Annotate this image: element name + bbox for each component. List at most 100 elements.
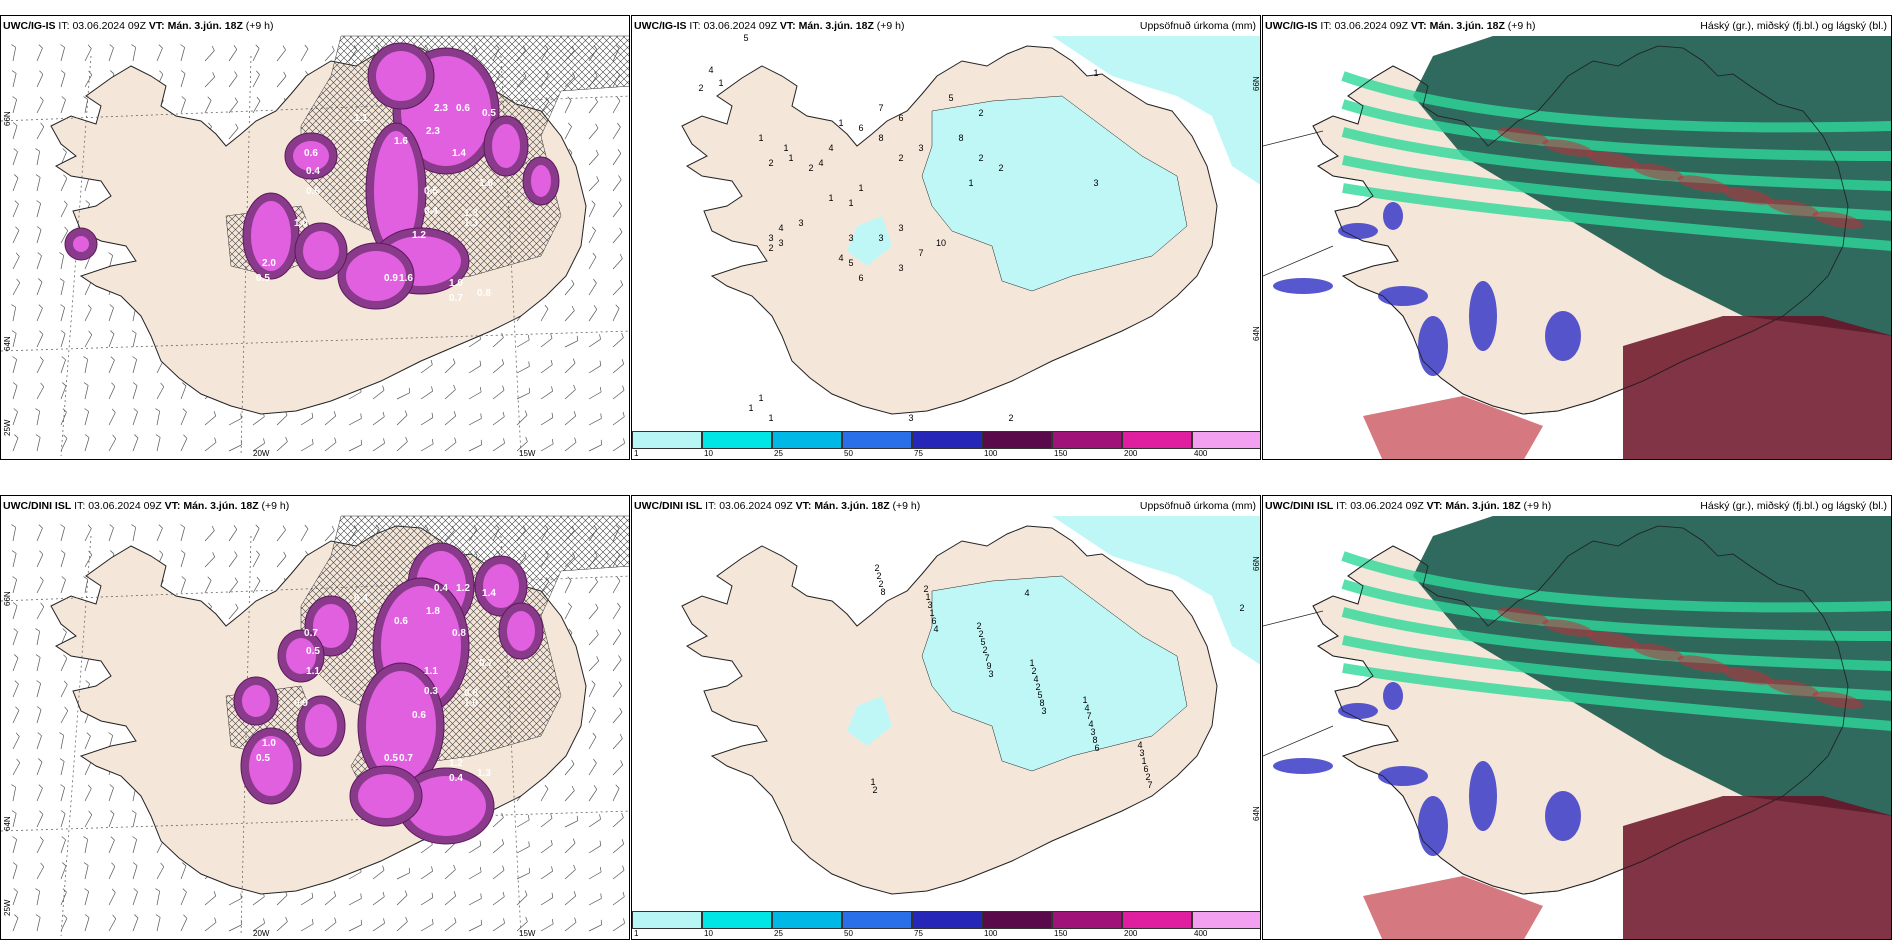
- snow-area-heavy: [376, 51, 426, 101]
- mid-cloud-band: [1341, 127, 1891, 191]
- precip-value-label: 4: [778, 223, 783, 233]
- wind-barb: [588, 204, 596, 218]
- lat-label-66n: 66N: [1252, 556, 1261, 571]
- wind-barb-flag: [39, 550, 44, 555]
- wind-barb-flag: [11, 524, 16, 528]
- wind-barb-flag: [616, 576, 621, 582]
- wind-barb-flag: [623, 918, 625, 924]
- legend-swatch: [842, 911, 912, 929]
- wind-barb-flag: [35, 914, 41, 918]
- wind-barb: [108, 866, 116, 880]
- wind-barb: [612, 712, 623, 724]
- wind-barb: [300, 897, 314, 906]
- legend-tick: 1: [634, 449, 639, 458]
- wind-barb-flag: [282, 525, 286, 531]
- precip-value-label: 6: [931, 616, 936, 626]
- wind-barb-flag: [551, 892, 554, 898]
- snow-value-label: 1.3: [464, 208, 478, 219]
- wind-barb-flag: [158, 44, 163, 49]
- wind-barb: [84, 359, 89, 374]
- snow-area-heavy: [251, 201, 291, 271]
- legend-tick: 75: [914, 449, 923, 458]
- wind-barb-flag: [39, 576, 44, 581]
- wind-barb: [324, 415, 336, 426]
- dark-red-area: [1623, 316, 1891, 459]
- wind-barb-flag: [263, 438, 265, 444]
- wind-barb: [564, 820, 578, 828]
- wind-barb: [12, 631, 18, 646]
- wind-barb: [60, 579, 66, 594]
- snow-value-label: 2.3: [434, 103, 448, 114]
- wind-barb: [516, 415, 528, 426]
- panel-bottom-middle-precip-map: UWC/DINI ISL IT: 03.06.2024 09Z VT: Mán.…: [631, 495, 1261, 940]
- wind-barb-flag: [596, 176, 600, 182]
- wind-barb-flag: [112, 434, 117, 439]
- wind-barb: [132, 839, 137, 854]
- wind-barb: [12, 203, 19, 218]
- wind-barb-flag: [61, 576, 66, 581]
- wind-barb-flag: [37, 252, 42, 257]
- wind-barb: [36, 891, 41, 906]
- wind-barb: [12, 710, 20, 724]
- wind-barb-flag: [235, 603, 239, 609]
- legend-tick: 400: [1194, 449, 1208, 458]
- wind-barb: [612, 126, 621, 140]
- wind-barb-flag: [524, 410, 528, 416]
- wind-barb-flag: [132, 356, 137, 360]
- wind-barb: [84, 177, 90, 192]
- low-cloud-streak: [1497, 607, 1549, 625]
- wind-barb-flag: [592, 706, 596, 711]
- dark-red-area: [1623, 796, 1891, 939]
- precip-value-label: 2: [808, 163, 813, 173]
- wind-barb-flag: [592, 732, 597, 738]
- wind-barb: [180, 553, 186, 568]
- wind-barb: [372, 922, 385, 932]
- wind-barb: [612, 633, 622, 646]
- wind-barb: [12, 839, 17, 854]
- low-cloud-patch: [1383, 682, 1403, 710]
- wind-barb: [60, 385, 67, 400]
- wind-barb: [276, 441, 288, 452]
- precip-value-label: 7: [1147, 780, 1152, 790]
- wind-barb: [444, 869, 456, 880]
- wind-barb: [300, 528, 309, 542]
- wind-barb-flag: [35, 174, 41, 178]
- wind-barb: [36, 709, 42, 724]
- wind-barb-flag: [40, 382, 45, 387]
- precip-value-label: 3: [1090, 727, 1095, 737]
- snow-value-label: 0.6: [394, 616, 408, 627]
- precip-value-label: 3: [898, 223, 903, 233]
- wind-barb: [12, 307, 17, 322]
- wind-barb: [108, 438, 117, 452]
- precip-value-label: 6: [898, 113, 903, 123]
- wind-barb: [492, 390, 505, 400]
- panel-title: UWC/DINI ISL IT: 03.06.2024 09Z VT: Mán.…: [1265, 500, 1552, 512]
- wind-barb-flag: [83, 862, 89, 866]
- legend-swatch: [1052, 431, 1122, 449]
- snow-value-label: 0.4: [434, 583, 448, 594]
- wind-barb-flag: [108, 252, 113, 256]
- wind-barb-flag: [12, 356, 17, 360]
- legend-swatch: [632, 431, 702, 449]
- wind-barb: [252, 100, 261, 114]
- snow-value-label: 0.4: [306, 166, 320, 177]
- wind-barb: [84, 814, 93, 828]
- wind-barb-flag: [502, 411, 505, 417]
- wind-barb: [540, 897, 554, 906]
- wind-barb: [324, 895, 336, 906]
- wind-barb: [516, 339, 530, 348]
- wind-barb: [540, 338, 553, 348]
- wind-barb: [492, 416, 505, 426]
- wind-barb: [60, 761, 65, 776]
- wind-barb: [540, 390, 553, 400]
- low-cloud-streak: [1812, 211, 1864, 229]
- wind-barb-flag: [36, 200, 41, 204]
- snow-value-label: 0.9: [294, 698, 308, 709]
- wind-barb: [180, 918, 188, 932]
- wind-barb: [228, 101, 238, 114]
- wind-barb-flag: [256, 70, 260, 75]
- precip-value-label: 7: [1086, 711, 1091, 721]
- wind-barb-flag: [87, 784, 92, 789]
- wind-barb-flag: [111, 862, 116, 867]
- low-cloud-patch: [1273, 278, 1333, 294]
